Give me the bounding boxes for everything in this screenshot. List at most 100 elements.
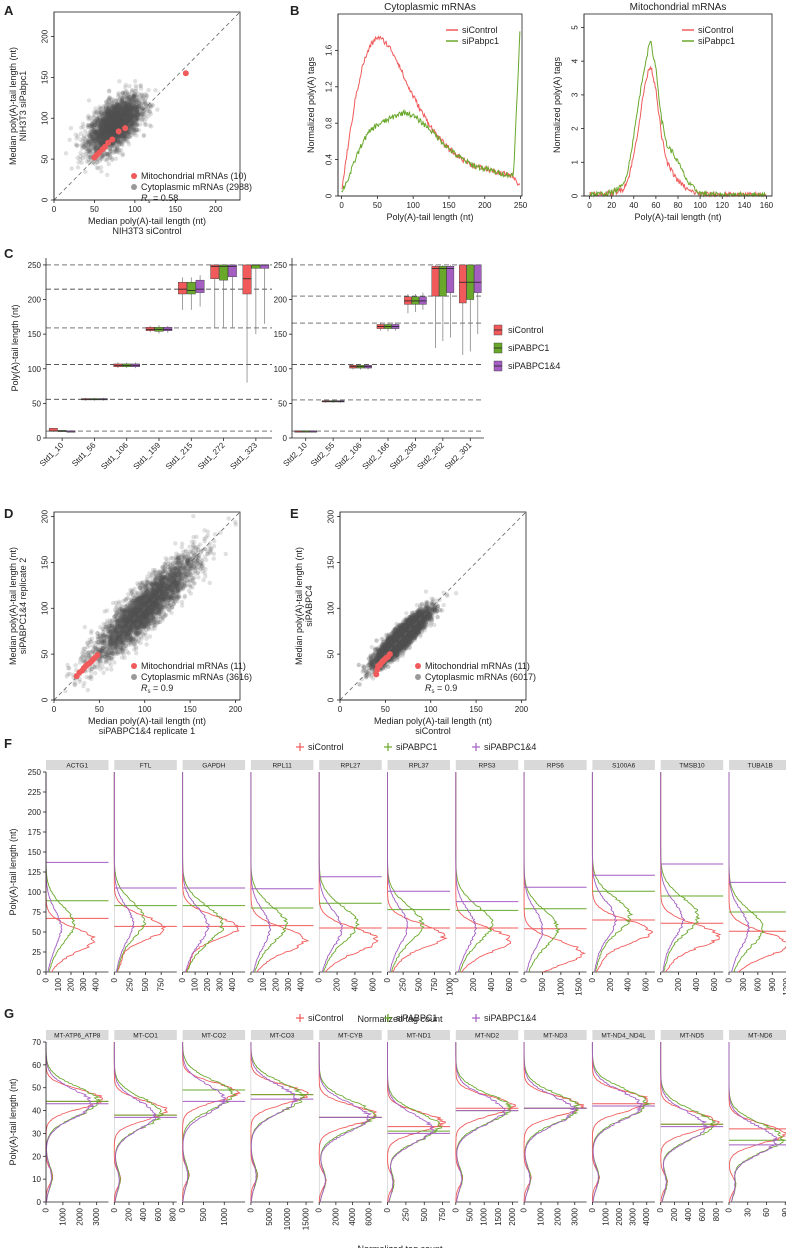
cytoplasmic-point [86, 143, 92, 148]
cytoplasmic-point [99, 169, 104, 174]
panel-label-f: F [4, 736, 12, 751]
cytoplasmic-point [102, 116, 107, 122]
cytoplasmic-point [108, 117, 113, 122]
cytoplasmic-point [126, 121, 131, 126]
cytoplasmic-point [144, 642, 149, 647]
cytoplasmic-point [120, 111, 126, 116]
cytoplasmic-point [99, 124, 104, 129]
cytoplasmic-point [109, 100, 114, 105]
cytoplasmic-point [100, 120, 106, 126]
cytoplasmic-point [134, 105, 139, 111]
cytoplasmic-point [94, 124, 99, 129]
cytoplasmic-point [119, 139, 124, 144]
y-tick-label: 200 [41, 29, 50, 43]
cytoplasmic-point [99, 134, 104, 139]
cytoplasmic-point [86, 147, 91, 152]
cytoplasmic-point [118, 111, 123, 117]
cytoplasmic-point [79, 146, 85, 151]
cytoplasmic-point [120, 102, 125, 108]
cytoplasmic-point [118, 113, 123, 119]
cytoplasmic-point [115, 111, 120, 116]
cytoplasmic-point [130, 93, 135, 98]
cytoplasmic-point [115, 93, 121, 99]
cytoplasmic-point [106, 120, 111, 126]
cytoplasmic-point [223, 551, 228, 557]
cytoplasmic-point [118, 119, 123, 125]
cytoplasmic-point [113, 117, 118, 122]
cytoplasmic-point [111, 122, 116, 127]
cytoplasmic-point [92, 130, 98, 135]
cytoplasmic-point [73, 142, 79, 147]
panel-label-b: B [290, 3, 299, 18]
cytoplasmic-point [122, 119, 127, 125]
cytoplasmic-point [115, 114, 120, 120]
cytoplasmic-point [107, 155, 112, 160]
cytoplasmic-point [196, 575, 201, 580]
cytoplasmic-point [112, 117, 117, 122]
cytoplasmic-point [97, 117, 102, 122]
cytoplasmic-point [125, 108, 130, 113]
cytoplasmic-point [86, 141, 91, 147]
cytoplasmic-point [106, 120, 112, 126]
cytoplasmic-point [110, 105, 116, 110]
cytoplasmic-point [121, 133, 126, 138]
cytoplasmic-point [126, 109, 132, 114]
panel-label-d: D [4, 506, 13, 521]
cytoplasmic-point [106, 119, 111, 124]
cytoplasmic-point [120, 115, 125, 120]
cytoplasmic-point [104, 121, 110, 127]
cytoplasmic-point [125, 112, 130, 118]
cytoplasmic-point [112, 125, 118, 131]
cytoplasmic-point [106, 124, 111, 129]
y-tick-label: 0 [41, 197, 50, 202]
cytoplasmic-point [112, 113, 117, 118]
cytoplasmic-point [111, 128, 116, 134]
cytoplasmic-point [110, 129, 115, 135]
cytoplasmic-point [134, 99, 140, 104]
cytoplasmic-point [98, 106, 104, 112]
cytoplasmic-point [105, 116, 111, 122]
cytoplasmic-point [138, 83, 143, 89]
cytoplasmic-point [133, 93, 139, 98]
cytoplasmic-point [136, 111, 141, 116]
cytoplasmic-point [104, 122, 110, 128]
cytoplasmic-point [115, 117, 121, 122]
cytoplasmic-point [112, 110, 117, 116]
cytoplasmic-point [122, 85, 128, 90]
cytoplasmic-point [115, 112, 121, 117]
cytoplasmic-point [128, 111, 133, 117]
cytoplasmic-point [109, 119, 114, 124]
cytoplasmic-point [124, 117, 130, 123]
cytoplasmic-point [104, 125, 109, 131]
y-axis-label: NIH3T3 siPabpc1 [18, 71, 28, 142]
cytoplasmic-point [133, 109, 138, 115]
cytoplasmic-point [113, 98, 118, 103]
cytoplasmic-point [126, 104, 132, 110]
cytoplasmic-point [116, 112, 121, 117]
cytoplasmic-point [117, 110, 122, 116]
cytoplasmic-point [97, 140, 103, 145]
cytoplasmic-point [110, 107, 115, 113]
cytoplasmic-point [101, 134, 107, 139]
cytoplasmic-point [104, 119, 109, 124]
cytoplasmic-point [115, 106, 121, 112]
cytoplasmic-point [98, 134, 104, 139]
cytoplasmic-point [134, 103, 139, 109]
cytoplasmic-point [96, 135, 101, 140]
legend-cyto-label: Cytoplasmic mRNAs (2988) [141, 182, 252, 192]
cytoplasmic-point [82, 680, 87, 686]
cytoplasmic-point [113, 102, 119, 108]
cytoplasmic-point [121, 134, 127, 139]
cytoplasmic-point [92, 670, 98, 676]
cytoplasmic-point [103, 115, 108, 120]
cytoplasmic-point [118, 119, 123, 124]
cytoplasmic-point [106, 106, 112, 112]
cytoplasmic-point [92, 145, 98, 150]
cytoplasmic-point [100, 154, 105, 159]
cytoplasmic-point [118, 117, 123, 123]
cytoplasmic-point [86, 149, 91, 154]
cytoplasmic-point [91, 138, 96, 144]
cytoplasmic-point [103, 109, 108, 114]
cytoplasmic-point [115, 110, 121, 115]
cytoplasmic-point [102, 117, 108, 122]
